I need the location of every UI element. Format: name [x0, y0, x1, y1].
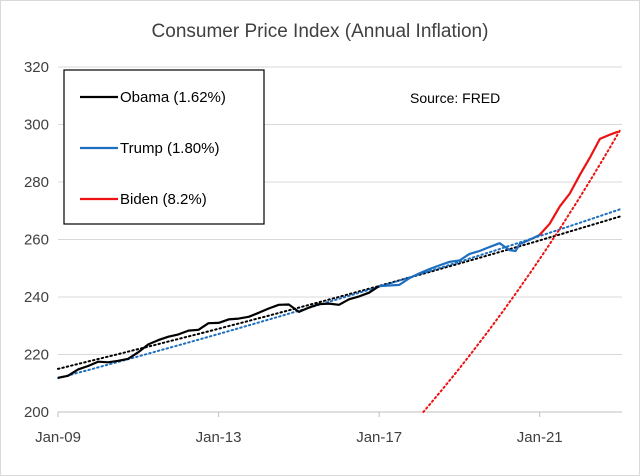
legend-label: Trump (1.80%): [120, 140, 219, 157]
y-tick-label: 320: [24, 59, 49, 76]
source-annotation: Source: FRED: [410, 90, 500, 106]
axes: 200 220 240 260 280 300 320 Jan-09 Jan-13 Jan-17 J…: [24, 59, 622, 446]
legend-label: Obama (1.62%): [120, 89, 226, 106]
y-tick-label: 280: [24, 174, 49, 191]
series-line: [538, 130, 619, 236]
series-line: [57, 285, 380, 379]
y-tick-label: 200: [24, 404, 49, 421]
trendline: [57, 215, 621, 370]
y-tick-label: 260: [24, 232, 49, 249]
y-tick-label: 300: [24, 117, 49, 134]
legend-label: Biden (8.2%): [120, 191, 207, 208]
legend: Obama (1.62%) Trump (1.80%) Biden (8.2%): [63, 69, 265, 225]
trendline: [422, 129, 621, 413]
y-tick-label: 220: [24, 347, 49, 364]
y-tick-label: 240: [24, 289, 49, 306]
x-tick-label: Jan-17: [356, 429, 402, 446]
x-tick-label: Jan-09: [35, 429, 81, 446]
x-tick-label: Jan-21: [517, 429, 563, 446]
x-tick-label: Jan-13: [196, 429, 242, 446]
series-lines: [57, 130, 619, 379]
series-line: [379, 233, 541, 288]
chart-title: Consumer Price Index (Annual Inflation): [152, 21, 489, 42]
